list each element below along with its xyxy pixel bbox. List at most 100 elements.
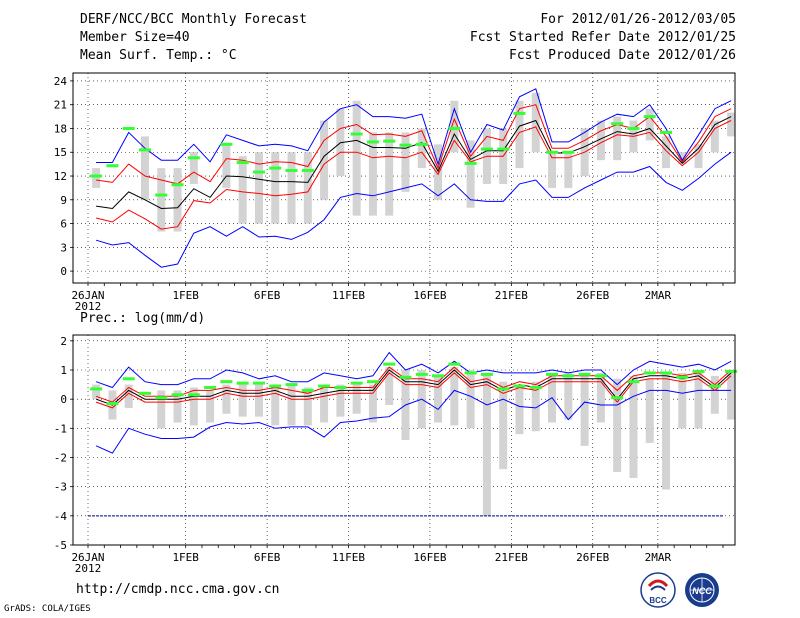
obs-marker	[611, 122, 624, 126]
obs-range-bar	[466, 140, 475, 208]
x-tick-label: 26FEB	[576, 289, 609, 302]
obs-marker	[497, 147, 510, 151]
obs-marker	[513, 111, 526, 115]
obs-range-bar	[222, 384, 231, 414]
obs-range-bar	[613, 378, 622, 473]
y-tick-label: -2	[54, 452, 67, 465]
produced-date-label: Fcst Produced Date 2012/01/26	[509, 48, 736, 63]
obs-marker	[676, 375, 689, 379]
x-tick-label: 6FEB	[254, 289, 281, 302]
obs-marker	[138, 391, 151, 395]
x-tick-label: 2MAR	[645, 551, 672, 564]
obs-marker	[138, 148, 151, 152]
obs-range-bar	[662, 372, 671, 490]
obs-marker	[464, 371, 477, 375]
obs-range-bar	[189, 152, 198, 184]
variable-label: Mean Surf. Temp.: °C	[80, 48, 237, 63]
y-tick-label: 15	[54, 146, 67, 159]
obs-range-bar	[189, 387, 198, 426]
obs-range-bar	[450, 367, 459, 426]
x-tick-label: 2012	[75, 562, 102, 575]
obs-marker	[399, 375, 412, 379]
x-tick-label: 16FEB	[413, 551, 446, 564]
obs-range-bar	[303, 152, 312, 224]
obs-marker	[171, 393, 184, 397]
obs-range-bar	[385, 132, 394, 216]
series-upper-line	[95, 366, 732, 403]
obs-range-bar	[434, 375, 443, 423]
obs-marker	[106, 402, 119, 406]
obs-range-bar	[368, 384, 377, 423]
obs-marker	[448, 362, 461, 366]
obs-range-bar	[238, 156, 247, 224]
series-min-line	[95, 389, 732, 454]
x-tick-label: 21FEB	[495, 289, 528, 302]
obs-range-bar	[238, 381, 247, 417]
obs-range-bar	[482, 372, 491, 516]
x-tick-label: 6FEB	[254, 551, 281, 564]
obs-marker	[546, 150, 559, 154]
y-tick-label: 6	[60, 218, 67, 231]
obs-marker	[252, 170, 265, 174]
obs-range-bar	[352, 384, 361, 414]
y-tick-label: 9	[60, 194, 67, 207]
obs-range-bar	[662, 136, 671, 169]
obs-range-bar	[450, 100, 459, 153]
obs-range-bar	[92, 384, 101, 400]
obs-range-bar	[92, 168, 101, 188]
obs-marker	[513, 384, 526, 388]
obs-range-bar	[336, 384, 345, 417]
obs-marker	[252, 381, 265, 385]
obs-marker	[611, 396, 624, 400]
obs-marker	[318, 384, 331, 388]
obs-range-bar	[271, 384, 280, 426]
obs-marker	[301, 168, 314, 172]
obs-marker	[546, 372, 559, 376]
obs-range-bar	[222, 144, 231, 188]
obs-range-bar	[596, 372, 605, 423]
obs-range-bar	[515, 384, 524, 435]
series-lower-line	[95, 120, 732, 230]
series-max-line	[95, 351, 732, 389]
obs-marker	[480, 147, 493, 151]
obs-marker	[204, 386, 217, 389]
obs-marker	[269, 166, 282, 170]
obs-range-bar	[548, 152, 557, 188]
obs-marker	[122, 377, 135, 381]
chart-title: DERF/NCC/BCC Monthly Forecast	[80, 12, 307, 27]
svg-text:BCC: BCC	[649, 596, 667, 605]
y-tick-label: 1	[60, 364, 67, 377]
series-upper-line	[96, 104, 732, 185]
bcc-logo: BCC	[640, 572, 676, 608]
obs-marker	[236, 161, 249, 165]
x-tick-label: 11FEB	[332, 551, 365, 564]
obs-range-bar	[678, 372, 687, 429]
series-mean-line	[95, 369, 732, 406]
obs-range-bar	[157, 390, 166, 429]
obs-marker	[660, 371, 673, 375]
y-tick-label: 24	[54, 75, 68, 88]
obs-range-bar	[417, 128, 426, 169]
panel2-variable-label: Prec.: log(mm/d)	[80, 311, 206, 326]
x-tick-label: 1FEB	[172, 289, 199, 302]
x-tick-label: 26FEB	[576, 551, 609, 564]
obs-marker	[562, 150, 575, 154]
obs-marker	[432, 374, 445, 378]
obs-marker	[90, 387, 103, 391]
obs-range-bar	[694, 372, 703, 429]
y-tick-label: -3	[54, 481, 67, 494]
x-tick-label: 21FEB	[495, 551, 528, 564]
obs-range-bar	[287, 152, 296, 224]
obs-range-bar	[515, 100, 524, 169]
obs-range-bar	[287, 384, 296, 426]
obs-range-bar	[499, 381, 508, 470]
obs-marker	[155, 193, 168, 197]
obs-marker	[220, 380, 233, 384]
obs-range-bar	[564, 372, 573, 420]
y-tick-label: 2	[60, 335, 67, 348]
obs-range-bar	[271, 152, 280, 224]
obs-range-bar	[173, 390, 182, 423]
